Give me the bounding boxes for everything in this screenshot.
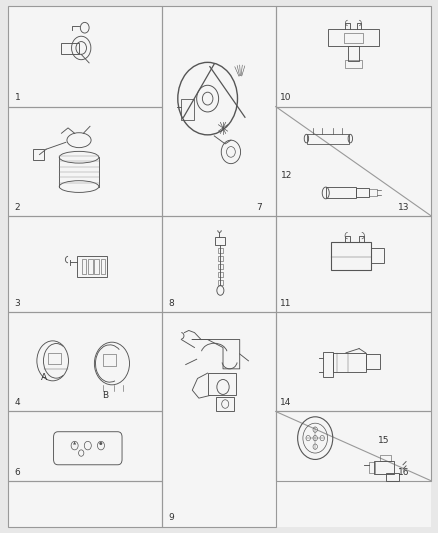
Bar — [275, 107, 430, 216]
Text: 9: 9 — [168, 513, 173, 522]
Text: 3: 3 — [14, 298, 20, 308]
Bar — [347, 46, 358, 61]
Text: 4: 4 — [14, 398, 20, 407]
Bar — [8, 411, 161, 481]
Bar — [161, 411, 275, 481]
Bar — [161, 481, 275, 527]
Bar — [8, 481, 161, 527]
Text: 8: 8 — [168, 298, 173, 308]
Bar — [385, 473, 399, 481]
Text: 13: 13 — [397, 203, 409, 212]
Bar — [161, 312, 275, 411]
Bar — [322, 352, 332, 377]
Bar — [207, 373, 236, 395]
Bar — [161, 216, 275, 312]
Text: 1: 1 — [14, 93, 20, 102]
Bar — [330, 242, 370, 270]
Bar — [88, 259, 92, 274]
Bar — [8, 312, 161, 411]
Bar — [275, 6, 430, 107]
Bar — [161, 6, 275, 216]
Bar — [368, 462, 374, 473]
Bar — [307, 134, 348, 144]
Bar — [161, 6, 275, 107]
Bar — [8, 107, 161, 216]
Bar — [215, 237, 224, 245]
Text: 12: 12 — [280, 171, 292, 180]
Bar — [370, 248, 383, 263]
Bar — [161, 216, 275, 312]
Bar — [8, 216, 161, 312]
Bar — [216, 397, 233, 411]
Bar — [100, 259, 105, 274]
Bar — [161, 6, 275, 216]
Bar — [8, 107, 161, 216]
Bar — [275, 216, 430, 312]
Text: A: A — [41, 373, 47, 382]
Bar — [275, 107, 430, 216]
Bar — [8, 6, 161, 107]
Bar — [61, 43, 79, 54]
Bar — [8, 6, 161, 107]
Bar — [161, 312, 275, 527]
Bar — [48, 353, 60, 364]
Bar — [161, 107, 275, 216]
Bar — [217, 264, 223, 269]
Bar — [94, 259, 99, 274]
Bar — [325, 187, 356, 198]
Text: B: B — [102, 391, 108, 400]
Bar — [275, 312, 430, 411]
Bar — [344, 60, 361, 68]
Bar — [327, 29, 378, 46]
Bar — [181, 99, 194, 120]
Bar — [217, 280, 223, 285]
Bar — [217, 256, 223, 261]
Bar — [368, 189, 376, 196]
Bar — [103, 354, 116, 366]
Text: 7: 7 — [255, 203, 261, 212]
Bar — [373, 461, 393, 474]
Text: 11: 11 — [279, 298, 291, 308]
Bar — [161, 312, 275, 527]
Text: 14: 14 — [279, 398, 291, 407]
Bar — [275, 312, 430, 411]
Text: ▲: ▲ — [73, 441, 76, 446]
Bar — [77, 256, 106, 277]
Bar — [365, 354, 379, 369]
Bar — [217, 248, 223, 253]
Bar — [275, 216, 430, 312]
Bar — [8, 312, 161, 411]
Text: 15: 15 — [378, 435, 389, 445]
Bar — [275, 6, 430, 107]
Text: ●: ● — [99, 441, 102, 446]
Bar — [8, 481, 161, 527]
Bar — [356, 188, 368, 197]
Bar — [217, 272, 223, 277]
Text: 6: 6 — [14, 467, 20, 477]
Text: 2: 2 — [14, 203, 20, 212]
Bar — [8, 411, 161, 481]
Bar — [82, 259, 86, 274]
Bar — [275, 481, 430, 527]
Text: 16: 16 — [397, 467, 409, 477]
Bar — [379, 455, 390, 461]
Text: 10: 10 — [279, 93, 291, 102]
Bar — [33, 149, 44, 160]
Bar — [8, 216, 161, 312]
Bar — [275, 411, 430, 481]
Bar — [275, 411, 430, 481]
Bar — [332, 353, 365, 372]
Bar — [343, 33, 362, 43]
